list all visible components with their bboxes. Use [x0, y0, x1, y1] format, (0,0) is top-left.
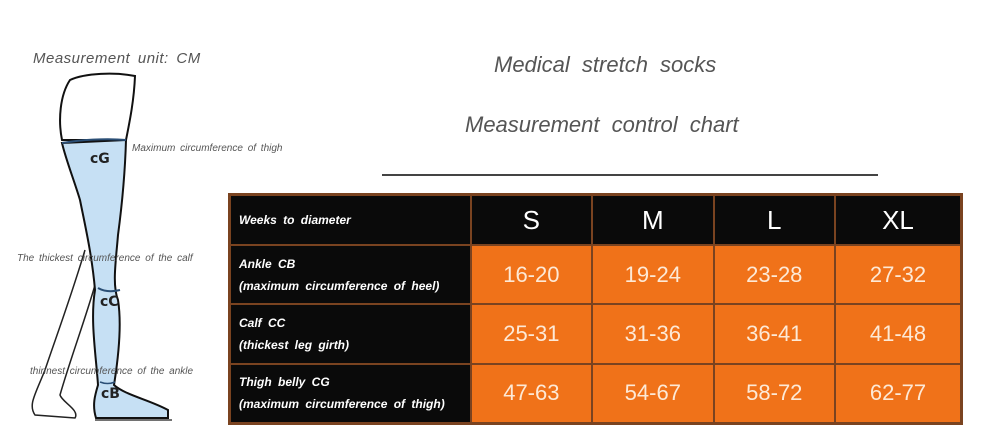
row-label: Calf CC (thickest leg girth)	[228, 303, 472, 365]
annotation-thigh: Maximum circumference of thigh	[132, 143, 283, 154]
leg-diagram: cG cC cB	[31, 72, 172, 421]
annotation-calf: The thickest circumference of the calf	[17, 253, 193, 264]
marker-cb: cB	[101, 386, 120, 402]
table-cell: 54-67	[591, 362, 715, 425]
row-label: Ankle CB (maximum circumference of heel)	[228, 243, 472, 306]
row-label: Thigh belly CG (maximum circumference of…	[228, 362, 472, 425]
table-row-thigh: Thigh belly CG (maximum circumference of…	[228, 362, 963, 425]
size-header-xl: XL	[834, 193, 963, 246]
marker-cc: cC	[100, 294, 119, 310]
table-cell: 23-28	[712, 243, 837, 306]
title-divider	[382, 174, 878, 176]
row-desc: (maximum circumference of heel)	[239, 278, 440, 293]
table-cell: 27-32	[834, 243, 963, 306]
table-cell: 58-72	[712, 362, 837, 425]
table-cell: 19-24	[591, 243, 715, 306]
measurement-unit-label: Measurement unit: CM	[33, 50, 201, 67]
row-name: Calf CC	[239, 315, 286, 330]
size-header-s: S	[469, 193, 594, 246]
size-chart-table: Weeks to diameter S M L XL Ankle CB (max…	[228, 193, 963, 425]
corner-label: Weeks to diameter	[228, 193, 472, 246]
annotation-ankle: thinnest circumference of the ankle	[30, 366, 194, 377]
table-header-row: Weeks to diameter S M L XL	[228, 193, 963, 246]
size-header-m: M	[591, 193, 715, 246]
marker-cg: cG	[90, 151, 110, 167]
title-chart: Measurement control chart	[465, 112, 739, 137]
row-name: Thigh belly CG	[239, 375, 330, 390]
size-header-l: L	[712, 193, 837, 246]
row-desc: (maximum circumference of thigh)	[239, 397, 445, 412]
row-name: Ankle CB	[239, 256, 296, 271]
table-cell: 41-48	[834, 303, 963, 365]
table-cell: 36-41	[712, 303, 837, 365]
title-product: Medical stretch socks	[494, 52, 717, 77]
table-cell: 25-31	[469, 303, 594, 365]
table-cell: 16-20	[469, 243, 594, 306]
table-cell: 62-77	[834, 362, 963, 425]
table-cell: 47-63	[469, 362, 594, 425]
row-desc: (thickest leg girth)	[239, 337, 350, 352]
table-row-calf: Calf CC (thickest leg girth) 25-31 31-36…	[228, 303, 963, 365]
table-cell: 31-36	[591, 303, 715, 365]
table-row-ankle: Ankle CB (maximum circumference of heel)…	[228, 243, 963, 306]
